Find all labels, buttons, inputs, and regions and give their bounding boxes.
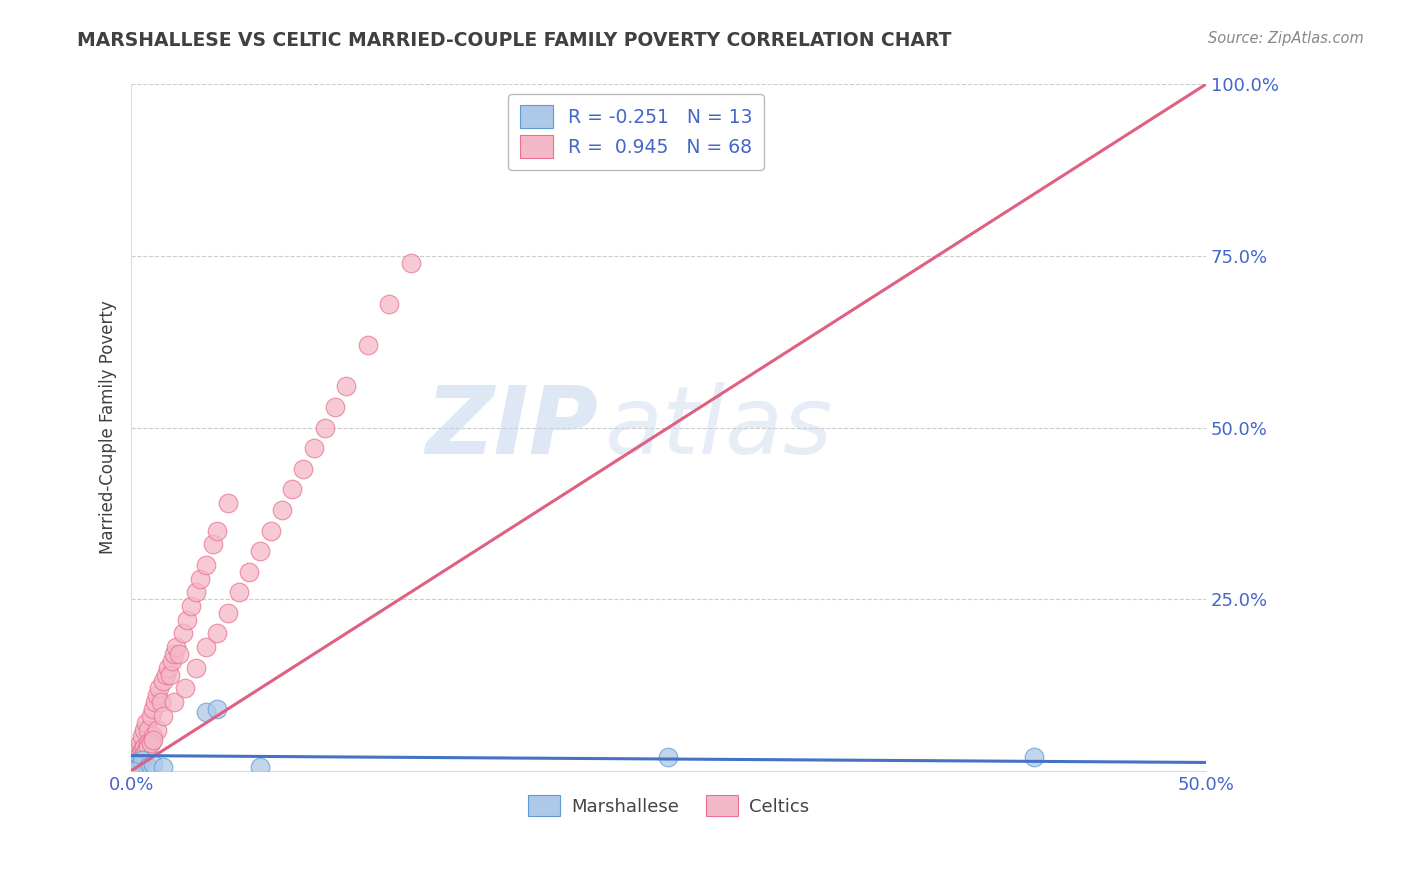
Text: MARSHALLESE VS CELTIC MARRIED-COUPLE FAMILY POVERTY CORRELATION CHART: MARSHALLESE VS CELTIC MARRIED-COUPLE FAM…	[77, 31, 952, 50]
Point	[217, 496, 239, 510]
Point	[1022, 750, 1045, 764]
Point	[139, 736, 162, 750]
Point	[180, 599, 202, 613]
Point	[143, 695, 166, 709]
Point	[142, 756, 165, 771]
Point	[128, 747, 150, 761]
Point	[131, 730, 153, 744]
Text: ZIP: ZIP	[426, 382, 599, 474]
Point	[134, 747, 156, 761]
Point	[124, 750, 146, 764]
Point	[163, 647, 186, 661]
Point	[135, 715, 157, 730]
Point	[122, 760, 145, 774]
Point	[174, 681, 197, 696]
Point	[122, 756, 145, 771]
Point	[205, 524, 228, 538]
Point	[205, 626, 228, 640]
Point	[148, 681, 170, 696]
Point	[134, 739, 156, 754]
Point	[281, 483, 304, 497]
Point	[155, 667, 177, 681]
Point	[188, 572, 211, 586]
Point	[128, 753, 150, 767]
Point	[195, 558, 218, 572]
Point	[172, 626, 194, 640]
Text: Source: ZipAtlas.com: Source: ZipAtlas.com	[1208, 31, 1364, 46]
Point	[195, 706, 218, 720]
Y-axis label: Married-Couple Family Poverty: Married-Couple Family Poverty	[100, 301, 117, 555]
Text: atlas: atlas	[605, 382, 832, 473]
Point	[249, 760, 271, 774]
Point	[122, 764, 145, 778]
Point	[165, 640, 187, 655]
Point	[127, 743, 149, 757]
Point	[127, 756, 149, 771]
Point	[124, 756, 146, 771]
Point	[152, 708, 174, 723]
Point	[139, 708, 162, 723]
Point	[325, 400, 347, 414]
Point	[135, 743, 157, 757]
Point	[356, 338, 378, 352]
Point	[163, 695, 186, 709]
Point	[270, 503, 292, 517]
Point	[195, 640, 218, 655]
Point	[399, 256, 422, 270]
Point	[142, 732, 165, 747]
Point	[124, 753, 146, 767]
Point	[146, 688, 169, 702]
Point	[131, 753, 153, 767]
Point	[160, 654, 183, 668]
Point	[292, 461, 315, 475]
Point	[134, 723, 156, 737]
Point	[127, 750, 149, 764]
Point	[657, 750, 679, 764]
Point	[184, 585, 207, 599]
Point	[314, 420, 336, 434]
Point	[159, 667, 181, 681]
Point	[142, 730, 165, 744]
Legend: Marshallese, Celtics: Marshallese, Celtics	[520, 789, 817, 823]
Point	[131, 750, 153, 764]
Point	[138, 760, 160, 774]
Point	[128, 736, 150, 750]
Point	[176, 613, 198, 627]
Point	[302, 441, 325, 455]
Point	[138, 723, 160, 737]
Point	[127, 760, 149, 774]
Point	[146, 723, 169, 737]
Point	[238, 565, 260, 579]
Point	[249, 544, 271, 558]
Point	[260, 524, 283, 538]
Point	[152, 760, 174, 774]
Point	[167, 647, 190, 661]
Point	[228, 585, 250, 599]
Point	[335, 379, 357, 393]
Point	[201, 537, 224, 551]
Point	[205, 702, 228, 716]
Point	[142, 702, 165, 716]
Point	[152, 674, 174, 689]
Point	[138, 736, 160, 750]
Point	[150, 695, 173, 709]
Point	[184, 661, 207, 675]
Point	[156, 661, 179, 675]
Point	[131, 743, 153, 757]
Point	[138, 739, 160, 754]
Point	[378, 297, 401, 311]
Point	[217, 606, 239, 620]
